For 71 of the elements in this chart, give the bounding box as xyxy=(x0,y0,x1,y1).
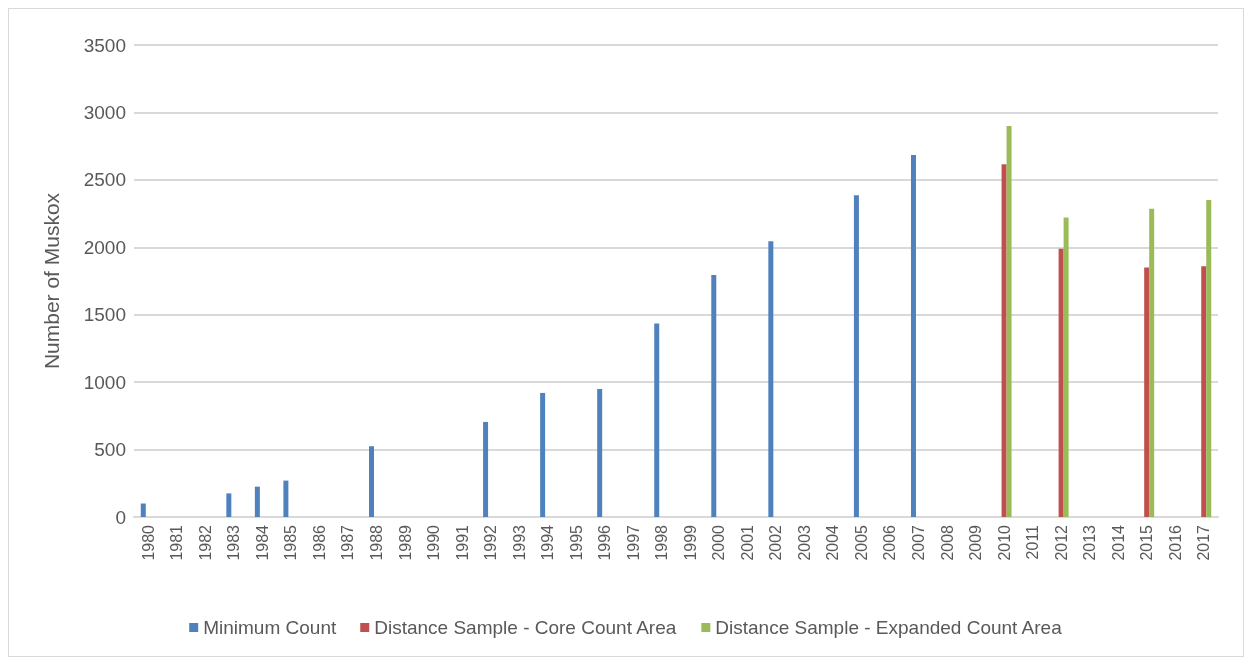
x-tick-label: 1999 xyxy=(681,524,699,561)
y-tick-label: 3000 xyxy=(83,101,126,123)
x-tick-label: 1998 xyxy=(653,524,671,561)
bar xyxy=(483,421,489,517)
bar xyxy=(1001,164,1007,517)
bar xyxy=(1006,125,1012,517)
bar xyxy=(1201,266,1207,517)
x-tick-label: 1987 xyxy=(339,524,357,561)
x-tick-label: 1993 xyxy=(510,524,528,561)
x-tick-label: 1985 xyxy=(282,524,300,561)
x-tick-label: 1988 xyxy=(367,524,385,561)
x-tick-label: 2011 xyxy=(1024,524,1042,560)
bar xyxy=(910,154,916,517)
x-tick-label: 2017 xyxy=(1195,524,1213,561)
bar xyxy=(654,323,660,517)
bar xyxy=(768,241,774,517)
x-tick-label: 1989 xyxy=(396,524,414,561)
x-tick-label: 1981 xyxy=(168,524,186,561)
y-tick-label: 3500 xyxy=(83,34,126,56)
y-tick-label: 500 xyxy=(94,439,126,461)
x-tick-label: 2005 xyxy=(852,524,870,561)
x-tick-label: 1994 xyxy=(539,524,557,561)
x-tick-label: 1984 xyxy=(253,524,271,561)
x-tick-label: 1986 xyxy=(310,524,328,561)
x-tick-label: 2004 xyxy=(824,524,842,561)
y-axis-title: Number of Muskox xyxy=(40,192,63,370)
x-tick-label: 1983 xyxy=(225,524,243,561)
bar xyxy=(597,388,603,517)
x-tick-label: 2003 xyxy=(795,524,813,561)
x-tick-label: 2012 xyxy=(1052,524,1070,561)
bar xyxy=(283,480,289,517)
x-tick-label: 2006 xyxy=(881,524,899,561)
x-tick-label: 2009 xyxy=(967,524,985,561)
bar xyxy=(254,486,260,517)
bar xyxy=(540,392,546,517)
x-tick-label: 1992 xyxy=(482,524,500,561)
x-tick-label: 2014 xyxy=(1109,524,1127,561)
y-tick-label: 2000 xyxy=(83,236,126,258)
x-tick-label: 1991 xyxy=(453,524,471,561)
bar xyxy=(711,274,717,517)
bar xyxy=(1063,217,1069,517)
bar xyxy=(140,503,146,517)
x-tick-label: 2015 xyxy=(1138,524,1156,561)
x-tick-label: 2008 xyxy=(938,524,956,561)
y-tick-label: 1000 xyxy=(83,371,126,393)
x-tick-label: 1996 xyxy=(596,524,614,561)
y-tick-label: 2500 xyxy=(83,169,126,191)
x-tick-label: 1980 xyxy=(139,524,157,561)
bar xyxy=(1206,200,1212,517)
bar xyxy=(368,446,374,517)
x-tick-label: 2013 xyxy=(1081,524,1099,561)
bar xyxy=(853,195,859,517)
x-tick-label: 2001 xyxy=(738,524,756,561)
x-tick-label: 1995 xyxy=(567,524,585,561)
x-tick-label: 1990 xyxy=(425,524,443,561)
x-tick-label: 2007 xyxy=(909,524,927,561)
x-tick-label: 2000 xyxy=(710,524,728,561)
x-tick-label: 1997 xyxy=(624,524,642,561)
legend-label: Distance Sample - Core Count Area xyxy=(374,617,677,638)
x-tick-label: 2010 xyxy=(995,524,1013,561)
y-tick-label: 0 xyxy=(115,506,126,528)
legend-label: Distance Sample - Expanded Count Area xyxy=(715,617,1063,638)
y-tick-label: 1500 xyxy=(83,304,126,326)
legend-label: Minimum Count xyxy=(203,617,337,638)
x-tick-label: 2002 xyxy=(767,524,785,561)
bar xyxy=(1144,267,1150,517)
x-tick-label: 1982 xyxy=(196,524,214,561)
bar xyxy=(1058,248,1064,517)
bar xyxy=(226,493,232,517)
x-tick-label: 2016 xyxy=(1166,524,1184,561)
bar xyxy=(1149,208,1155,517)
